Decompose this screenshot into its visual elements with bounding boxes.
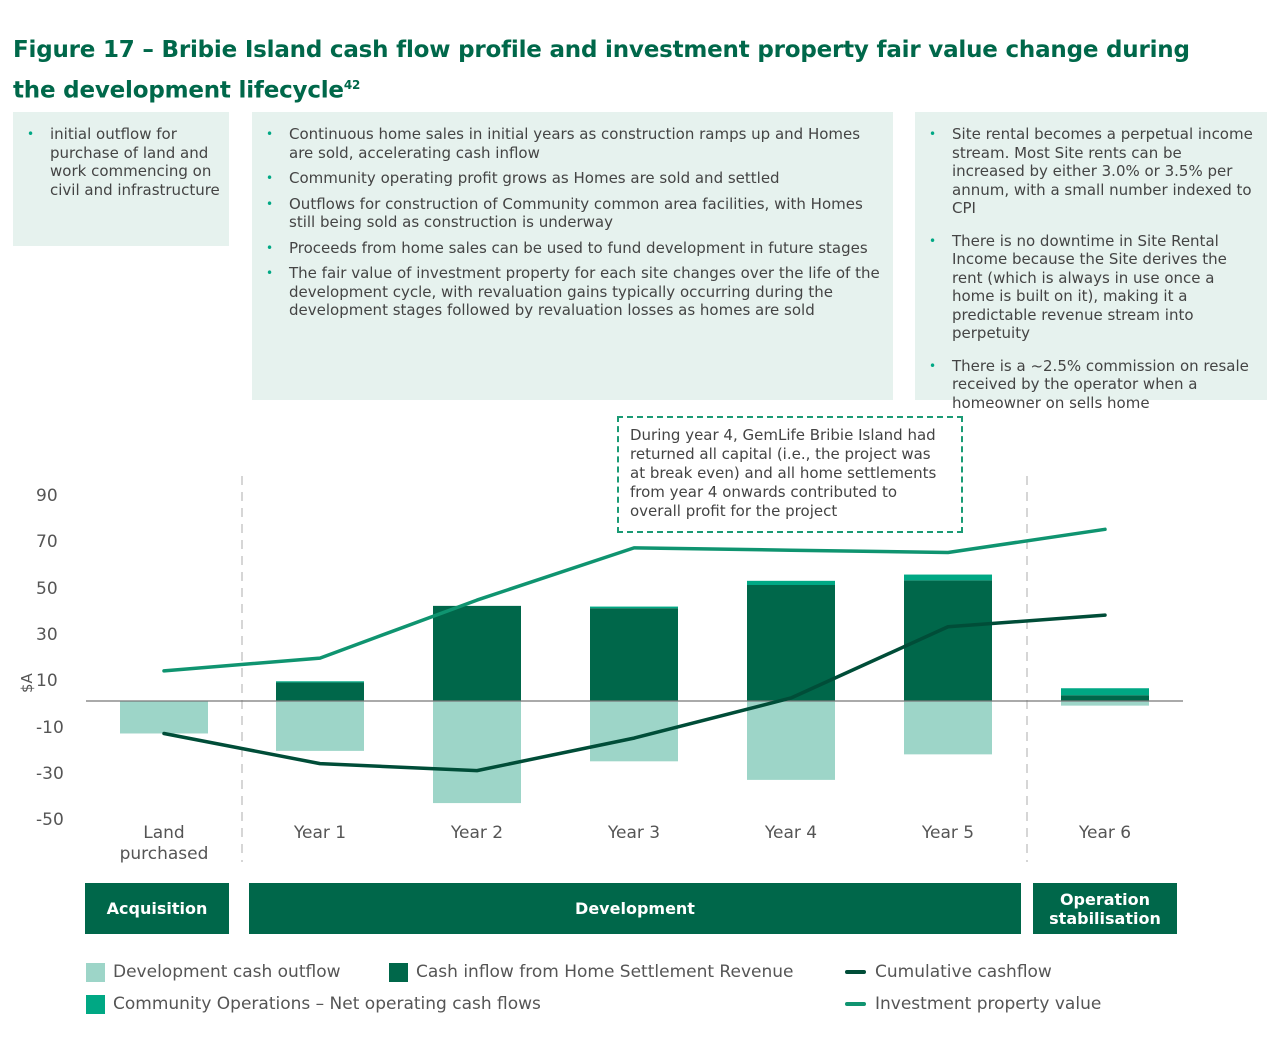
legend-investment: Investment property value — [845, 994, 1101, 1014]
x-tick-label: Year 1 — [293, 823, 347, 843]
figure-title: Figure 17 – Bribie Island cash flow prof… — [13, 37, 1190, 104]
y-axis-label: $A — [18, 673, 36, 693]
legend-inflow: Cash inflow from Home Settlement Revenue — [389, 962, 793, 982]
bar-outflow — [904, 701, 992, 755]
development-notes: Continuous home sales in initial years a… — [252, 112, 893, 400]
break-even-callout: During year 4, GemLife Bribie Island had… — [617, 416, 963, 533]
bar-community — [276, 681, 364, 683]
bar-community — [904, 574, 992, 581]
y-tick-label: -50 — [36, 810, 64, 831]
bar-outflow — [747, 701, 835, 780]
x-tick-label: Year 6 — [1078, 823, 1132, 843]
y-tick-label: 70 — [36, 532, 58, 553]
bar-outflow — [120, 701, 208, 734]
bar-inflow — [276, 682, 364, 701]
legend-line — [845, 970, 866, 974]
note-item: Proceeds from home sales can be used to … — [252, 239, 881, 258]
y-tick-label: -30 — [36, 763, 64, 784]
note-item: Outflows for construction of Community c… — [252, 195, 881, 232]
bar-outflow — [433, 701, 521, 804]
bar-inflow — [433, 605, 521, 701]
x-tick-label: Year 4 — [764, 823, 818, 843]
legend-line — [845, 1002, 866, 1006]
operation-notes: Site rental becomes a perpetual income s… — [915, 112, 1267, 412]
note-item: Community operating profit grows as Home… — [252, 169, 881, 188]
bar-community — [747, 580, 835, 585]
legend-swatch — [86, 962, 105, 982]
legend-cumulative: Cumulative cashflow — [845, 962, 1052, 982]
note-item: Site rental becomes a perpetual income s… — [915, 125, 1257, 218]
phase-development: Development — [249, 883, 1021, 934]
note-item: There is a ~2.5% commission on resale re… — [915, 357, 1257, 413]
note-item: Continuous home sales in initial years a… — [252, 125, 881, 162]
bar-outflow — [1061, 701, 1149, 706]
phase-operation-stabilisation: Operation stabilisation — [1033, 883, 1177, 934]
x-tick-label: Year 5 — [921, 823, 975, 843]
legend-swatch — [389, 962, 408, 982]
y-tick-label: -10 — [36, 717, 64, 738]
x-tick-label: Year 3 — [607, 823, 661, 843]
bar-community — [1061, 688, 1149, 696]
note-item: initial outflow for purchase of land and… — [13, 125, 229, 199]
note-item: There is no downtime in Site Rental Inco… — [915, 232, 1257, 343]
acquisition-notes: initial outflow for purchase of land and… — [13, 112, 229, 246]
x-tick-label: Land purchased — [119, 823, 209, 864]
legend-community: Community Operations – Net operating cas… — [86, 994, 541, 1014]
phase-acquisition: Acquisition — [85, 883, 229, 934]
bar-inflow — [747, 585, 835, 701]
x-tick-label: Year 2 — [450, 823, 504, 843]
legend-swatch — [86, 994, 105, 1014]
legend-outflow: Development cash outflow — [86, 962, 341, 982]
y-tick-label: 50 — [36, 578, 58, 599]
bar-inflow — [590, 608, 678, 701]
bar-community — [590, 606, 678, 609]
bar-outflow — [276, 701, 364, 751]
bar-inflow — [1061, 695, 1149, 701]
y-tick-label: 10 — [36, 671, 58, 692]
y-tick-label: 90 — [36, 486, 58, 506]
y-tick-label: 30 — [36, 624, 58, 645]
note-item: The fair value of investment property fo… — [252, 264, 881, 320]
